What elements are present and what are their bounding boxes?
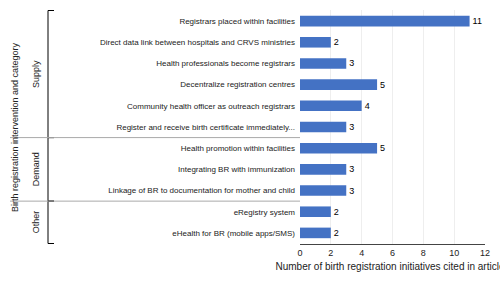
svg-text:Other: Other (31, 211, 41, 234)
svg-text:Community health officer as ou: Community health officer as outreach reg… (127, 102, 295, 111)
svg-text:eHealth for BR (mobile apps/SM: eHealth for BR (mobile apps/SMS) (172, 229, 295, 238)
svg-text:Supply: Supply (31, 60, 41, 88)
svg-text:Health professionals become re: Health professionals become registrars (156, 59, 295, 68)
svg-text:Demand: Demand (31, 152, 41, 186)
svg-text:Linkage of BR to documentation: Linkage of BR to documentation for mothe… (108, 186, 295, 195)
svg-text:Decentralize registration cent: Decentralize registration centres (180, 80, 295, 89)
svg-text:3: 3 (349, 164, 354, 174)
svg-text:Registrars placed within facil: Registrars placed within facilities (179, 17, 295, 26)
svg-text:11: 11 (473, 16, 482, 26)
svg-text:Number of birth registration i: Number of birth registration initiatives… (276, 261, 500, 272)
svg-text:4: 4 (365, 101, 370, 111)
svg-text:6: 6 (390, 248, 395, 258)
svg-text:5: 5 (380, 80, 385, 90)
svg-text:eRegistry system: eRegistry system (234, 208, 296, 217)
svg-text:2: 2 (334, 37, 339, 47)
svg-text:2: 2 (334, 207, 339, 217)
svg-text:0: 0 (297, 248, 302, 258)
svg-text:Register and receive birth cer: Register and receive birth certificate i… (116, 123, 295, 132)
svg-text:3: 3 (349, 122, 354, 132)
svg-text:4: 4 (359, 248, 364, 258)
svg-text:2: 2 (334, 228, 339, 238)
svg-text:Direct data link between hospi: Direct data link between hospitals and C… (100, 38, 295, 47)
svg-text:12: 12 (480, 248, 490, 258)
svg-text:5: 5 (380, 143, 385, 153)
svg-text:Health promotion within facili: Health promotion within facilities (181, 144, 295, 153)
svg-text:10: 10 (449, 248, 459, 258)
svg-text:3: 3 (349, 186, 354, 196)
svg-text:3: 3 (349, 58, 354, 68)
svg-text:Integrating BR with immunizati: Integrating BR with immunization (178, 165, 295, 174)
svg-text:8: 8 (421, 248, 426, 258)
svg-text:2: 2 (328, 248, 333, 258)
svg-text:Birth registration interventio: Birth registration intervention and cate… (10, 42, 20, 212)
